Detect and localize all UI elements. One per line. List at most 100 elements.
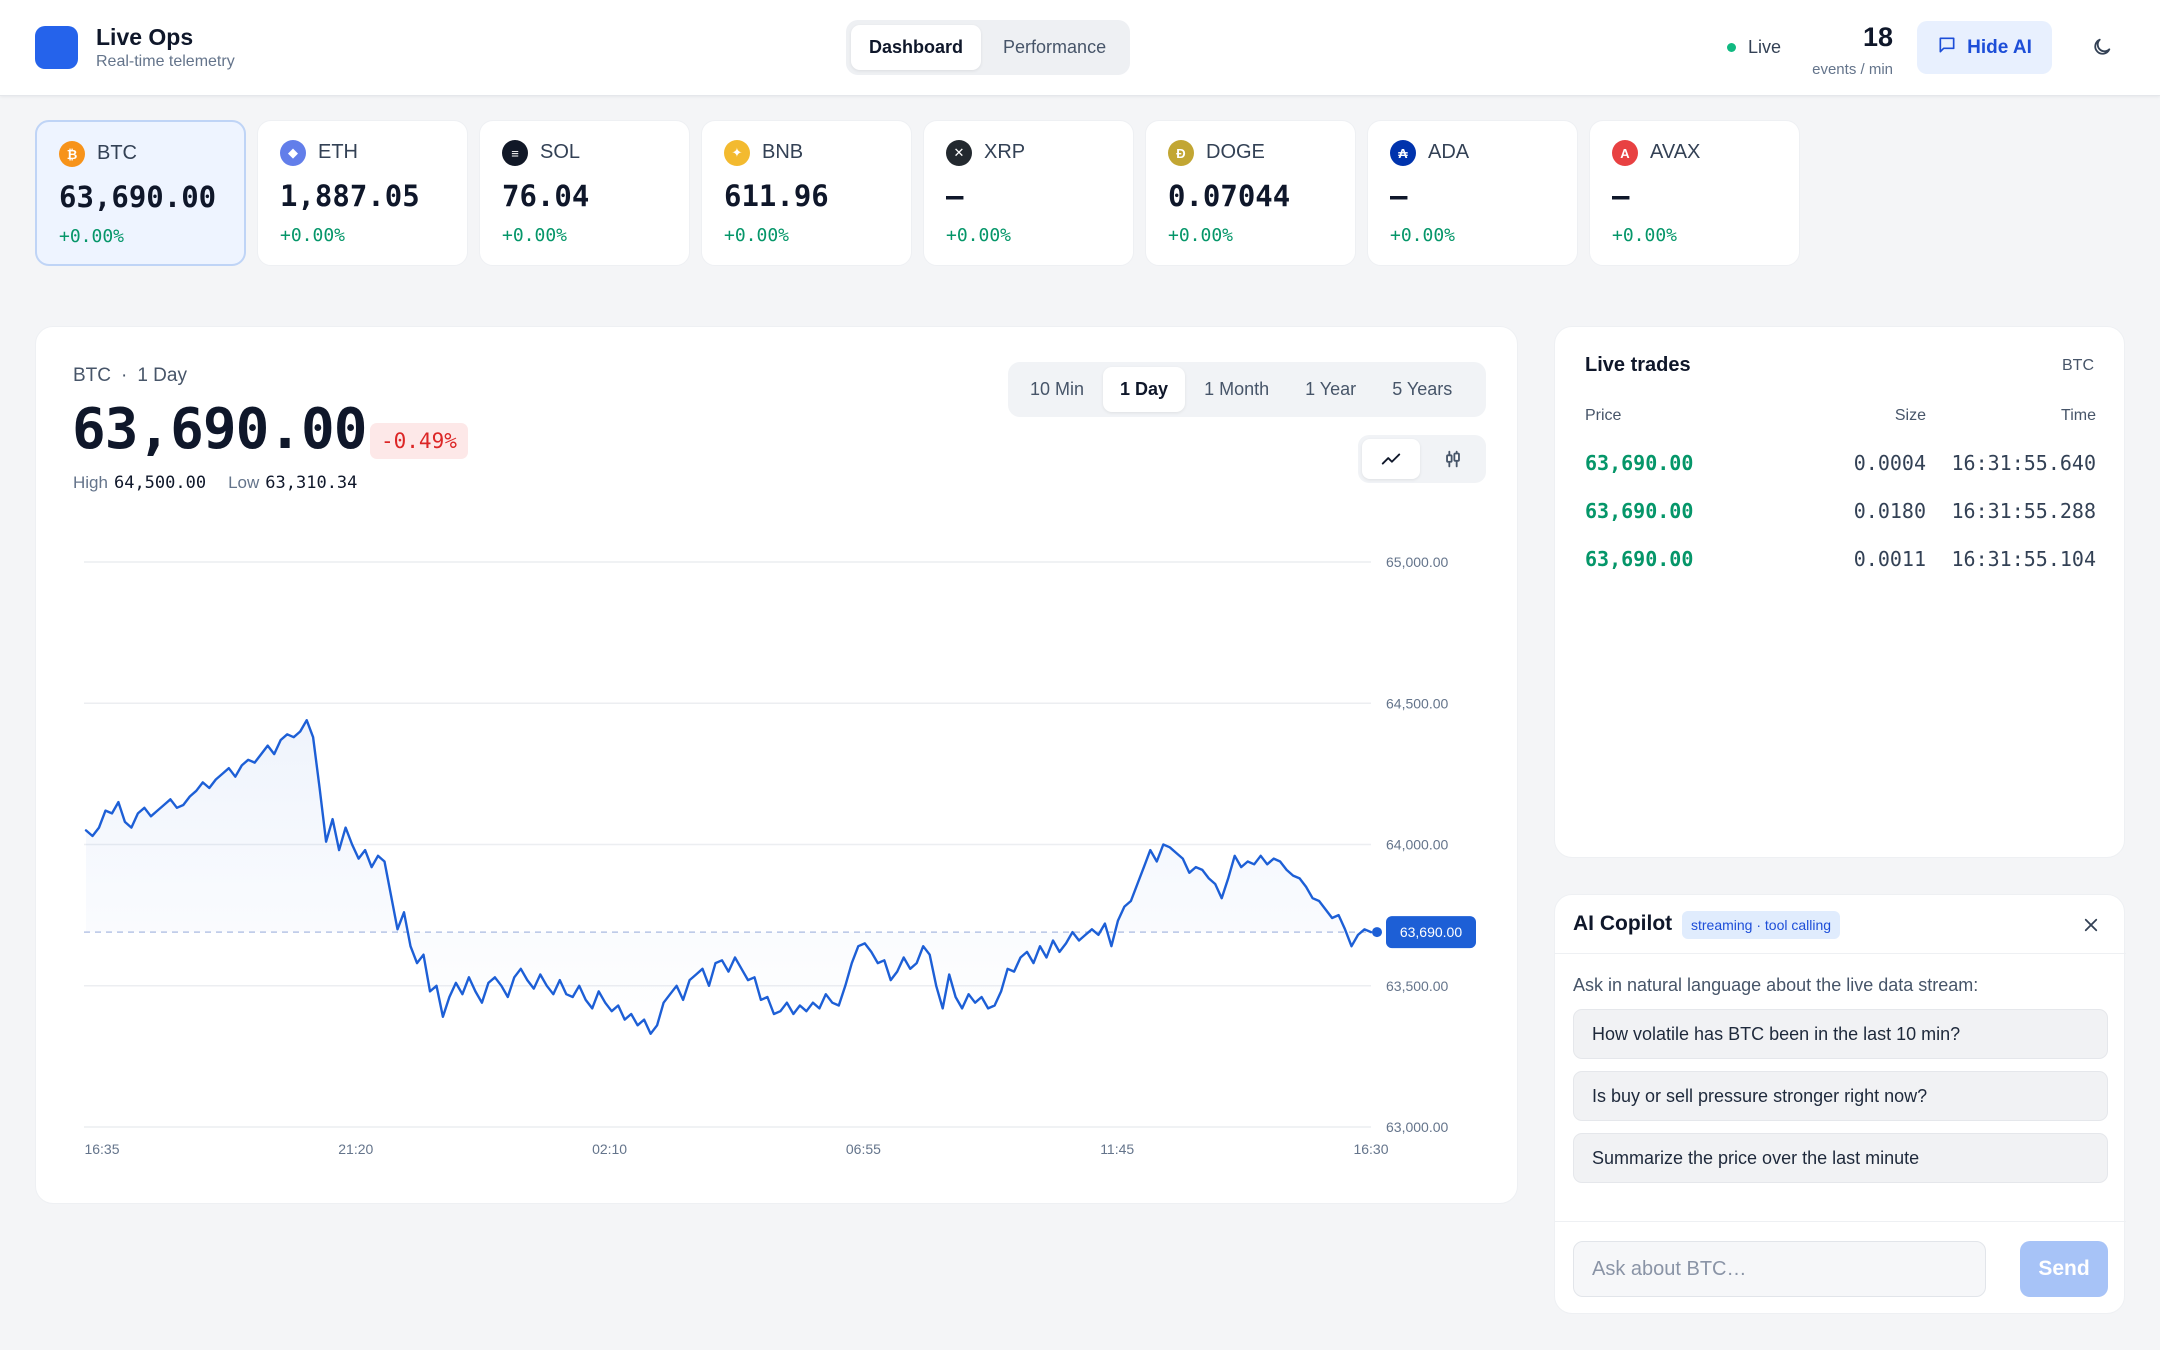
last-price-dot [1372, 927, 1382, 938]
y-tick-label: 65,000.00 [1386, 554, 1448, 570]
ticker-symbol: ADA [1428, 141, 1470, 163]
trade-size: 0.0004 [1853, 451, 1926, 475]
events-per-min-label: events / min [1812, 61, 1893, 78]
theme-toggle-button[interactable] [2085, 30, 2119, 64]
ticker-price: 63,690.00 [59, 180, 217, 214]
ticker-change: +0.00% [1612, 225, 1678, 246]
avax-coin-icon: A [1612, 140, 1638, 166]
range-tab-1-month[interactable]: 1 Month [1204, 379, 1270, 399]
chart-current-price: 63,690.00 [72, 397, 367, 462]
y-tick-label: 63,500.00 [1386, 978, 1448, 994]
eth-coin-icon: ◆ [280, 140, 306, 166]
chart-change-badge: -0.49% [370, 423, 468, 459]
ticker-symbol: BNB [762, 141, 804, 163]
range-tab-1-year[interactable]: 1 Year [1305, 379, 1357, 399]
table-row: 63,690.00 0.0180 16:31:55.288 [1585, 499, 2096, 529]
time-range-tabs: 10 Min 1 Day 1 Month 1 Year 5 Years [1008, 362, 1486, 417]
x-tick-label: 11:45 [1100, 1141, 1134, 1157]
high-label: High [73, 473, 108, 492]
doge-coin-icon: Ð [1168, 140, 1194, 166]
chat-bubble-icon [1937, 35, 1957, 61]
ai-footer-divider [1555, 1221, 2126, 1222]
col-header-time: Time [2061, 407, 2096, 424]
y-tick-label: 64,500.00 [1386, 695, 1448, 711]
ticker-symbol: AVAX [1650, 141, 1701, 163]
current-price-tag-label: 63,690.00 [1400, 924, 1462, 940]
tab-dashboard[interactable]: Dashboard [851, 25, 982, 70]
ticker-price: 1,887.05 [280, 179, 420, 213]
ticker-card-eth[interactable]: ◆ ETH 1,887.05 +0.00% [257, 120, 468, 266]
x-tick-label: 16:30 [1353, 1141, 1388, 1157]
ai-question-input[interactable] [1573, 1241, 1986, 1297]
x-tick-label: 02:10 [592, 1141, 627, 1157]
ticker-card-bnb[interactable]: ✦ BNB 611.96 +0.00% [701, 120, 912, 266]
line-chart-icon [1381, 453, 1401, 465]
x-tick-label: 06:55 [846, 1141, 881, 1157]
bnb-coin-icon: ✦ [724, 140, 750, 166]
xrp-coin-icon: ✕ [946, 140, 972, 166]
ticker-price: 611.96 [724, 179, 829, 213]
table-row: 63,690.00 0.0011 16:31:55.104 [1585, 547, 2096, 577]
y-tick-label: 63,000.00 [1386, 1119, 1448, 1135]
ticker-change: +0.00% [1390, 225, 1456, 246]
ticker-card-ada[interactable]: ₳ ADA — +0.00% [1367, 120, 1578, 266]
ada-coin-icon: ₳ [1390, 140, 1416, 166]
high-value: 64,500.00 [113, 473, 207, 493]
live-status-label: Live [1748, 37, 1782, 57]
ai-suggestion-2[interactable]: Is buy or sell pressure stronger right n… [1573, 1071, 2108, 1121]
ticker-card-sol[interactable]: ≡ SOL 76.04 +0.00% [479, 120, 690, 266]
ai-panel-header: AI Copilot streaming · tool calling [1555, 895, 2126, 954]
col-header-price: Price [1585, 407, 1622, 424]
trade-size: 0.0180 [1853, 499, 1926, 523]
candlestick-button[interactable] [1424, 439, 1482, 479]
ticker-change: +0.00% [502, 225, 568, 246]
trade-size: 0.0011 [1853, 547, 1926, 571]
meta-separator: · [121, 365, 128, 386]
main-nav-tabs: Dashboard Performance [846, 20, 1130, 75]
range-tab-1-day[interactable]: 1 Day [1103, 367, 1186, 412]
ai-suggestion-1[interactable]: How volatile has BTC been in the last 10… [1573, 1009, 2108, 1059]
sol-coin-icon: ≡ [502, 140, 528, 166]
x-tick-label: 16:35 [84, 1141, 119, 1157]
line-chart-button[interactable] [1362, 439, 1420, 479]
ai-copilot-panel: AI Copilot streaming · tool calling Ask … [1554, 894, 2126, 1314]
price-line [84, 719, 1373, 1035]
low-label: Low [228, 473, 260, 492]
candlestick-icon [1446, 450, 1460, 468]
ticker-change: +0.00% [1168, 225, 1234, 246]
trade-time: 16:31:55.288 [1951, 499, 2097, 523]
ai-status-badge: streaming · tool calling [1682, 911, 1841, 939]
app-subtitle: Real-time telemetry [96, 53, 235, 70]
ticker-card-avax[interactable]: A AVAX — +0.00% [1589, 120, 1800, 266]
ai-send-button[interactable]: Send [2020, 1241, 2108, 1297]
chart-range-label: 1 Day [137, 365, 187, 386]
chart-type-toggle [1358, 435, 1486, 483]
col-header-size: Size [1894, 407, 1926, 424]
x-tick-label: 21:20 [338, 1141, 373, 1157]
live-indicator-dot [1727, 43, 1736, 52]
tab-performance[interactable]: Performance [1003, 37, 1107, 57]
close-ai-button[interactable] [2076, 910, 2106, 940]
live-trades-panel: Live trades BTC Price Size Time 63,690.0… [1554, 326, 2125, 858]
top-header: Live Ops Real-time telemetry Dashboard P… [0, 0, 2160, 96]
hide-ai-button[interactable]: Hide AI [1917, 21, 2052, 74]
ticker-change: +0.00% [280, 225, 346, 246]
range-tab-10-min[interactable]: 10 Min [1030, 379, 1085, 399]
ticker-change: +0.00% [59, 226, 125, 247]
ai-suggestion-3[interactable]: Summarize the price over the last minute [1573, 1133, 2108, 1183]
ai-title: AI Copilot [1573, 912, 1673, 935]
ticker-card-btc[interactable]: ₿ BTC 63,690.00 +0.00% [35, 120, 246, 266]
range-tab-5-years[interactable]: 5 Years [1392, 379, 1453, 399]
ticker-price: — [1390, 179, 1408, 213]
trades-title: Live trades [1585, 354, 1691, 376]
ticker-symbol: XRP [984, 141, 1026, 163]
ticker-change: +0.00% [724, 225, 790, 246]
ticker-card-doge[interactable]: Ð DOGE 0.07044 +0.00% [1145, 120, 1356, 266]
ticker-symbol: SOL [540, 141, 581, 163]
price-line-chart: 65,000.00 64,500.00 64,000.00 63,500.00 63,0… [84, 554, 1476, 1157]
events-per-min-value: 18 [1862, 22, 1893, 52]
ticker-symbol: ETH [318, 141, 358, 163]
ticker-price: — [1612, 179, 1630, 213]
price-area-fill [86, 720, 1371, 1034]
ticker-card-xrp[interactable]: ✕ XRP — +0.00% [923, 120, 1134, 266]
